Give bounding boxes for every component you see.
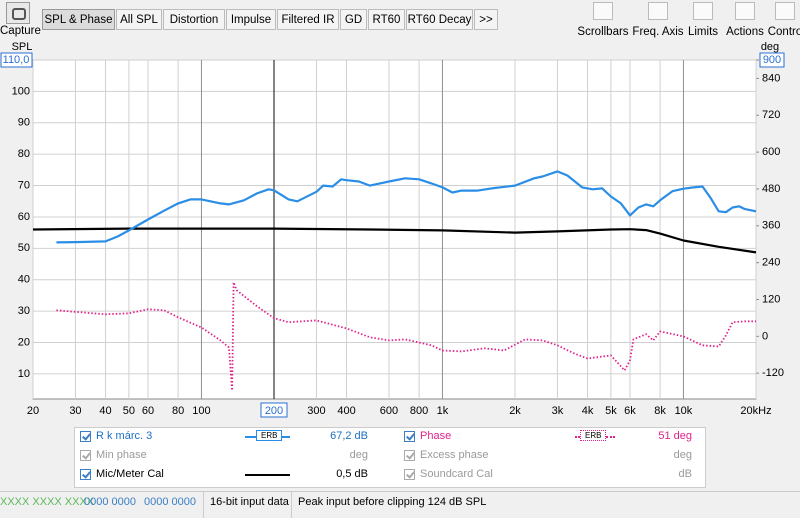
x-tick-label: 5k [605, 405, 617, 417]
y2-tick-label: 600 [762, 146, 780, 158]
x-tick-label: 600 [380, 405, 398, 417]
status-text: 16-bit input data [203, 492, 295, 518]
x-tick-label: 20kHz [740, 405, 771, 417]
tab[interactable]: Impulse [226, 9, 276, 30]
x-tick-label: 400 [337, 405, 355, 417]
x-tick-label: 1k [437, 405, 449, 417]
readout-unit: deg [349, 449, 368, 461]
x-tick-label: 2k [509, 405, 521, 417]
x-tick-label: 50 [123, 405, 135, 417]
y2-tick-label: 840 [762, 72, 780, 84]
checkbox[interactable] [80, 450, 91, 461]
smoothing-badge: ERB [580, 430, 607, 441]
x-tick-label: 200 [265, 405, 283, 417]
legend-name: Soundcard Cal [420, 468, 493, 480]
x-tick-label: 20 [27, 405, 39, 417]
y-axis-title: SPL [12, 41, 33, 53]
status-meter: XXXX XXXX XXXX [0, 496, 95, 508]
y2-tick-label: 0 [762, 330, 768, 342]
tool-icon[interactable] [648, 2, 668, 20]
x-tick-label: 3k [552, 405, 564, 417]
chart: SPL deg 110,0 100 90 80 70 60 50 40 30 20 10 900 840… [0, 41, 785, 418]
tab[interactable]: >> [474, 9, 498, 30]
y-tick-label: 70 [18, 179, 30, 191]
tab[interactable]: GD [340, 9, 367, 30]
legend-name: Mic/Meter Cal [96, 468, 164, 480]
smoothing-badge: ERB [256, 430, 283, 441]
tab[interactable]: SPL & Phase [42, 9, 115, 30]
legend-name: R k márc. 3 [96, 430, 153, 442]
y2-tick-label: 720 [762, 109, 780, 121]
tab[interactable]: Distortion [163, 9, 225, 30]
legend-name: Phase [420, 430, 452, 442]
x-tick-label: 6k [624, 405, 636, 417]
tool-label[interactable]: Scrollbars [577, 26, 629, 38]
status-text: Peak input before clipping 124 dB SPL [291, 492, 492, 518]
cursor-box [260, 402, 288, 418]
y2-tick-label: 240 [762, 257, 780, 269]
series-line [32, 227, 757, 254]
checkbox[interactable] [80, 469, 91, 480]
limit-box [759, 52, 785, 68]
x-tick-label: 30 [69, 405, 81, 417]
x-tick-label: 40 [99, 405, 111, 417]
readout: 51 deg [658, 430, 692, 442]
tool-icon[interactable] [735, 2, 755, 20]
y-tick-label: 100 [12, 85, 30, 97]
checkbox[interactable] [404, 450, 415, 461]
checkbox[interactable] [404, 469, 415, 480]
x-tick-label: 10k [675, 405, 693, 417]
readout: 67,2 dB [330, 430, 368, 442]
tool-icon[interactable] [593, 2, 613, 20]
readout-unit: deg [673, 449, 692, 461]
y-tick-label: 20 [18, 336, 30, 348]
y-tick-label: 90 [18, 117, 30, 129]
y-tick-label: 60 [18, 211, 30, 223]
y2-tick-label: 480 [762, 183, 780, 195]
tool-icon[interactable] [775, 2, 795, 20]
status-meter: 0000 0000 [144, 496, 196, 508]
x-tick-label: 4k [582, 405, 594, 417]
y-tick-label: 110,0 [3, 54, 30, 66]
legend-line [245, 474, 290, 476]
series-line [56, 170, 757, 244]
capture-label[interactable]: Capture [0, 25, 41, 37]
legend-name: Excess phase [420, 449, 489, 461]
x-tick-label: 8k [654, 405, 666, 417]
tool-label[interactable]: Freq. Axis [632, 26, 684, 38]
y-tick-label: 50 [18, 242, 30, 254]
y-tick-label: 10 [18, 368, 30, 380]
checkbox[interactable] [80, 431, 91, 442]
y2-axis-title: deg [761, 41, 779, 53]
tab[interactable]: RT60 [368, 9, 405, 30]
x-tick-label: 60 [142, 405, 154, 417]
legend-name: Min phase [96, 449, 147, 461]
status-meter: 0000 0000 [84, 496, 136, 508]
readout-unit: dB [678, 468, 692, 480]
x-tick-label: 800 [410, 405, 428, 417]
tool-label[interactable]: Limits [687, 26, 719, 38]
x-tick-label: 80 [172, 405, 184, 417]
status-bar: XXXX XXXX XXXX 0000 0000 0000 0000 16-bi… [0, 491, 800, 518]
y-tick-label: 30 [18, 305, 30, 317]
x-tick-label: 100 [192, 405, 210, 417]
capture-button[interactable] [6, 2, 30, 24]
y2-tick-label: 120 [762, 293, 780, 305]
tool-icon[interactable] [693, 2, 713, 20]
y-tick-label: 80 [18, 148, 30, 160]
tab[interactable]: All SPL [116, 9, 162, 30]
y2-tick-label: 360 [762, 220, 780, 232]
tab[interactable]: Filtered IR [277, 9, 339, 30]
y-tick-label: 40 [18, 274, 30, 286]
x-tick-label: 300 [307, 405, 325, 417]
tool-label[interactable]: Contro [767, 26, 800, 38]
checkbox[interactable] [404, 431, 415, 442]
y2-tick-label: 900 [763, 54, 781, 66]
tool-label[interactable]: Actions [726, 26, 764, 38]
y2-tick-label: -120 [762, 367, 784, 379]
readout: 0,5 dB [336, 468, 368, 480]
limit-box [0, 52, 33, 68]
tab[interactable]: RT60 Decay [406, 9, 473, 30]
